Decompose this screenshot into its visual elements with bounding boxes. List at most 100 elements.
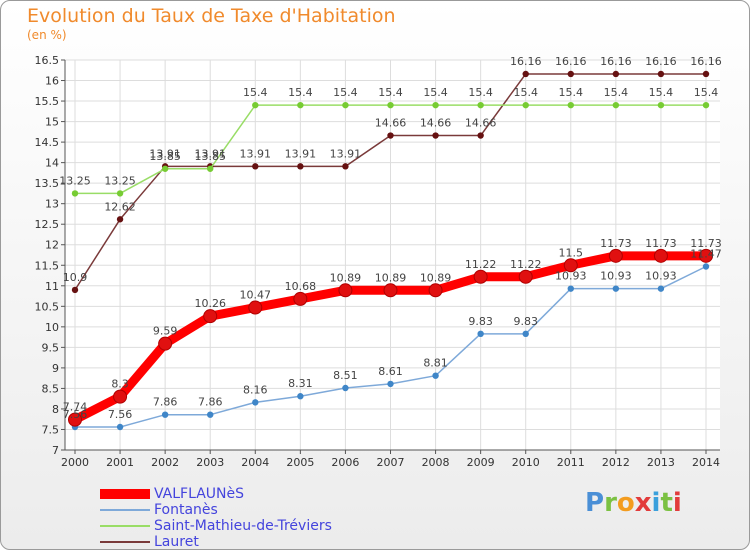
data-label-series-0: 10.47 <box>240 289 272 302</box>
data-label-series-0: 11.5 <box>559 246 584 259</box>
series-0-point <box>68 412 82 427</box>
x-tick-label: 2007 <box>377 456 405 469</box>
data-label-series-0: 7.74 <box>63 401 88 414</box>
y-tick-label: 13.5 <box>35 177 60 190</box>
x-tick-label: 2014 <box>692 456 720 469</box>
y-tick-label: 8 <box>52 403 59 416</box>
x-tick-label: 2005 <box>286 456 314 469</box>
series-1-point <box>567 285 574 292</box>
logo-letter: x <box>634 488 652 518</box>
series-2-point <box>387 101 394 109</box>
data-label-series-2: 15.4 <box>468 86 493 99</box>
legend-swatch-fontanes <box>100 509 150 511</box>
data-label-series-1: 7.56 <box>63 408 88 421</box>
x-tick-label: 2012 <box>602 456 630 469</box>
data-label-series-0: 10.26 <box>194 297 226 310</box>
y-tick-label: 16.5 <box>35 54 60 67</box>
series-3-point <box>387 132 394 139</box>
series-0-point <box>473 269 488 284</box>
y-tick-label: 14.5 <box>35 136 60 149</box>
data-label-series-1: 10.93 <box>645 270 677 283</box>
series-0-point <box>293 291 308 306</box>
data-label-series-2: 15.4 <box>288 86 313 99</box>
series-1-point <box>297 393 304 400</box>
legend-label-valflaunes: VALFLAUNèS <box>154 486 245 502</box>
series-0-point <box>653 248 668 263</box>
data-label-series-1: 8.61 <box>378 365 403 378</box>
legend-label-fontanes: Fontanès <box>154 502 218 518</box>
series-2-point <box>567 101 574 109</box>
series-0-point <box>113 389 128 404</box>
y-tick-label: 11.5 <box>35 259 60 272</box>
series-0-point <box>518 269 533 284</box>
data-label-series-2: 15.4 <box>559 86 584 99</box>
series-1-point <box>161 411 169 418</box>
series-3-point <box>702 70 710 78</box>
y-tick-label: 9.5 <box>42 341 60 354</box>
y-tick-label: 14 <box>45 157 59 170</box>
y-tick-label: 12 <box>45 239 59 252</box>
series-2-point <box>161 165 169 172</box>
y-tick-label: 15 <box>45 116 59 129</box>
data-label-series-1: 7.56 <box>108 408 133 421</box>
data-label-series-3: 14.66 <box>420 117 452 130</box>
series-2-point <box>657 101 665 109</box>
series-1-point <box>657 285 665 292</box>
series-0-point <box>158 336 173 351</box>
series-2-point <box>342 101 349 109</box>
series-3-point <box>342 163 349 170</box>
data-label-series-1: 7.86 <box>198 396 223 409</box>
logo-letter: t <box>660 488 673 518</box>
x-tick-label: 2002 <box>151 456 179 469</box>
data-label-series-3: 12.62 <box>104 200 136 213</box>
x-tick-label: 2013 <box>647 456 675 469</box>
data-label-series-0: 11.73 <box>690 237 722 250</box>
series-2-point <box>522 101 529 109</box>
x-tick-label: 2010 <box>512 456 540 469</box>
series-0-point <box>383 283 398 298</box>
data-label-series-0: 10.89 <box>420 271 452 284</box>
logo-letter: P <box>585 488 605 518</box>
data-label-series-0: 10.68 <box>285 280 317 293</box>
data-label-series-1: 8.51 <box>333 369 358 382</box>
y-tick-label: 11 <box>45 280 59 293</box>
series-3-point <box>297 163 304 170</box>
series-2-point <box>207 165 214 172</box>
series-3-point <box>116 216 124 223</box>
data-label-series-1: 8.31 <box>288 377 313 390</box>
y-tick-label: 12.5 <box>35 218 60 231</box>
series-0-point <box>563 258 578 273</box>
legend-label-saint-mathieu: Saint-Mathieu-de-Tréviers <box>154 518 332 534</box>
data-label-series-2: 15.4 <box>333 86 358 99</box>
series-3-point <box>477 132 484 139</box>
data-label-series-0: 10.89 <box>375 271 407 284</box>
y-tick-label: 10.5 <box>35 300 60 313</box>
data-label-series-3: 16.16 <box>600 55 632 68</box>
data-label-series-0: 11.22 <box>510 258 542 271</box>
series-3-point <box>612 70 620 78</box>
data-label-series-1: 10.93 <box>555 270 587 283</box>
data-label-series-3: 13.91 <box>240 147 272 160</box>
data-label-series-3: 14.66 <box>375 117 407 130</box>
x-tick-label: 2009 <box>467 456 495 469</box>
legend-swatch-valflaunes <box>100 489 150 499</box>
data-label-series-1: 9.83 <box>513 315 538 328</box>
data-label-series-2: 15.4 <box>423 86 448 99</box>
x-tick-label: 2011 <box>557 456 585 469</box>
series-2-point <box>702 101 710 109</box>
series-1-point <box>342 384 349 392</box>
data-label-series-2: 13.85 <box>194 150 226 163</box>
data-label-series-3: 16.16 <box>510 55 542 68</box>
series-1-point <box>612 285 620 292</box>
data-label-series-3: 16.16 <box>555 55 587 68</box>
data-label-series-0: 8.3 <box>111 378 129 391</box>
data-label-series-3: 13.91 <box>285 147 317 160</box>
series-0-point <box>428 283 443 298</box>
x-tick-label: 2004 <box>241 456 269 469</box>
y-tick-label: 7 <box>52 444 59 457</box>
data-label-series-0: 11.22 <box>465 258 497 271</box>
series-3-point <box>567 70 574 78</box>
data-label-series-3: 16.16 <box>690 55 722 68</box>
series-2-point <box>116 190 124 197</box>
